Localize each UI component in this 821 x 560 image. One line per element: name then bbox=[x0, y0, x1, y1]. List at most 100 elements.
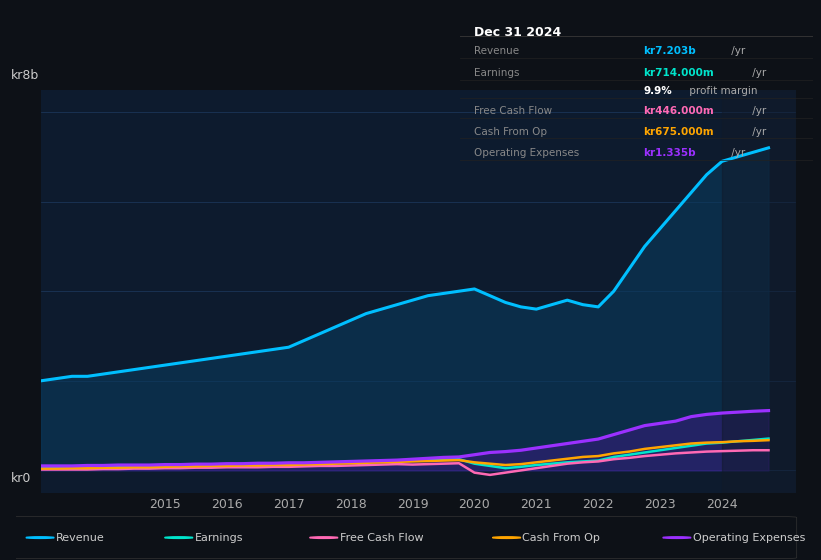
Text: Earnings: Earnings bbox=[474, 68, 520, 78]
Revenue bbox=[578, 301, 588, 308]
Cash From Op bbox=[98, 464, 108, 471]
Operating Expenses bbox=[470, 451, 479, 458]
Operating Expenses bbox=[299, 459, 309, 466]
Free Cash Flow bbox=[206, 464, 216, 471]
Free Cash Flow bbox=[314, 463, 324, 469]
Line: Operating Expenses: Operating Expenses bbox=[41, 410, 768, 466]
Text: Free Cash Flow: Free Cash Flow bbox=[340, 533, 423, 543]
Free Cash Flow bbox=[346, 462, 355, 469]
Operating Expenses bbox=[609, 431, 619, 438]
Cash From Op bbox=[377, 459, 387, 466]
Text: kr7.203b: kr7.203b bbox=[644, 46, 696, 56]
Earnings bbox=[671, 445, 681, 451]
Free Cash Flow bbox=[361, 461, 371, 468]
Operating Expenses bbox=[52, 463, 62, 469]
Operating Expenses bbox=[176, 461, 186, 468]
Operating Expenses bbox=[253, 460, 263, 466]
Cash From Op bbox=[686, 440, 696, 447]
Cash From Op bbox=[330, 460, 340, 467]
Cash From Op bbox=[640, 446, 649, 452]
Free Cash Flow bbox=[470, 469, 479, 476]
Operating Expenses bbox=[237, 460, 247, 467]
Free Cash Flow bbox=[52, 466, 62, 473]
Cash From Op bbox=[547, 457, 557, 464]
Earnings bbox=[609, 454, 619, 460]
Earnings bbox=[160, 462, 170, 469]
Free Cash Flow bbox=[237, 464, 247, 470]
Earnings bbox=[98, 464, 108, 470]
Free Cash Flow bbox=[732, 447, 742, 454]
Cash From Op bbox=[655, 444, 665, 450]
Cash From Op bbox=[407, 458, 417, 465]
Revenue bbox=[299, 337, 309, 344]
Earnings bbox=[594, 457, 603, 464]
Text: /yr: /yr bbox=[728, 148, 745, 158]
Operating Expenses bbox=[377, 457, 387, 464]
Operating Expenses bbox=[330, 459, 340, 465]
Free Cash Flow bbox=[485, 472, 495, 478]
Revenue bbox=[764, 144, 773, 151]
Free Cash Flow bbox=[299, 463, 309, 470]
Free Cash Flow bbox=[144, 465, 154, 472]
Cash From Op bbox=[144, 464, 154, 470]
Cash From Op bbox=[206, 463, 216, 469]
Earnings bbox=[52, 464, 62, 471]
Earnings bbox=[129, 463, 139, 469]
Revenue bbox=[531, 306, 541, 312]
Circle shape bbox=[164, 537, 193, 538]
Free Cash Flow bbox=[562, 460, 572, 467]
Cash From Op bbox=[438, 457, 448, 464]
Revenue bbox=[377, 306, 387, 312]
Revenue bbox=[330, 324, 340, 330]
Cash From Op bbox=[578, 454, 588, 460]
Revenue bbox=[392, 301, 402, 308]
Earnings bbox=[640, 449, 649, 456]
Earnings bbox=[206, 461, 216, 468]
Cash From Op bbox=[36, 465, 46, 472]
Revenue bbox=[594, 304, 603, 310]
Revenue bbox=[718, 158, 727, 165]
Earnings bbox=[253, 461, 263, 468]
Text: Cash From Op: Cash From Op bbox=[522, 533, 600, 543]
Revenue bbox=[407, 297, 417, 304]
Revenue bbox=[176, 360, 186, 366]
Free Cash Flow bbox=[764, 447, 773, 454]
Operating Expenses bbox=[346, 458, 355, 465]
Cash From Op bbox=[253, 462, 263, 469]
Operating Expenses bbox=[748, 408, 758, 414]
Operating Expenses bbox=[113, 461, 123, 468]
Operating Expenses bbox=[578, 438, 588, 445]
Revenue bbox=[346, 317, 355, 324]
Revenue bbox=[655, 225, 665, 232]
Operating Expenses bbox=[423, 455, 433, 461]
Earnings bbox=[764, 435, 773, 442]
Free Cash Flow bbox=[160, 465, 170, 472]
Revenue bbox=[485, 292, 495, 299]
Text: Cash From Op: Cash From Op bbox=[474, 127, 547, 137]
Operating Expenses bbox=[206, 461, 216, 468]
Cash From Op bbox=[732, 438, 742, 445]
Text: Free Cash Flow: Free Cash Flow bbox=[474, 106, 552, 116]
Bar bbox=[722, 90, 796, 493]
Earnings bbox=[144, 463, 154, 469]
Operating Expenses bbox=[454, 454, 464, 460]
Operating Expenses bbox=[98, 462, 108, 469]
Free Cash Flow bbox=[113, 466, 123, 473]
Revenue bbox=[268, 346, 278, 353]
Text: Earnings: Earnings bbox=[195, 533, 243, 543]
Operating Expenses bbox=[485, 449, 495, 456]
Text: Operating Expenses: Operating Expenses bbox=[693, 533, 805, 543]
Operating Expenses bbox=[314, 459, 324, 466]
Earnings bbox=[113, 463, 123, 470]
Revenue bbox=[191, 357, 201, 364]
Revenue bbox=[314, 330, 324, 337]
Earnings bbox=[407, 457, 417, 464]
Revenue bbox=[52, 375, 62, 382]
Text: kr446.000m: kr446.000m bbox=[644, 106, 714, 116]
Line: Earnings: Earnings bbox=[41, 438, 768, 468]
Revenue bbox=[686, 189, 696, 196]
Revenue bbox=[624, 265, 634, 272]
Text: /yr: /yr bbox=[750, 127, 767, 137]
Cash From Op bbox=[299, 461, 309, 468]
Revenue bbox=[640, 243, 649, 250]
